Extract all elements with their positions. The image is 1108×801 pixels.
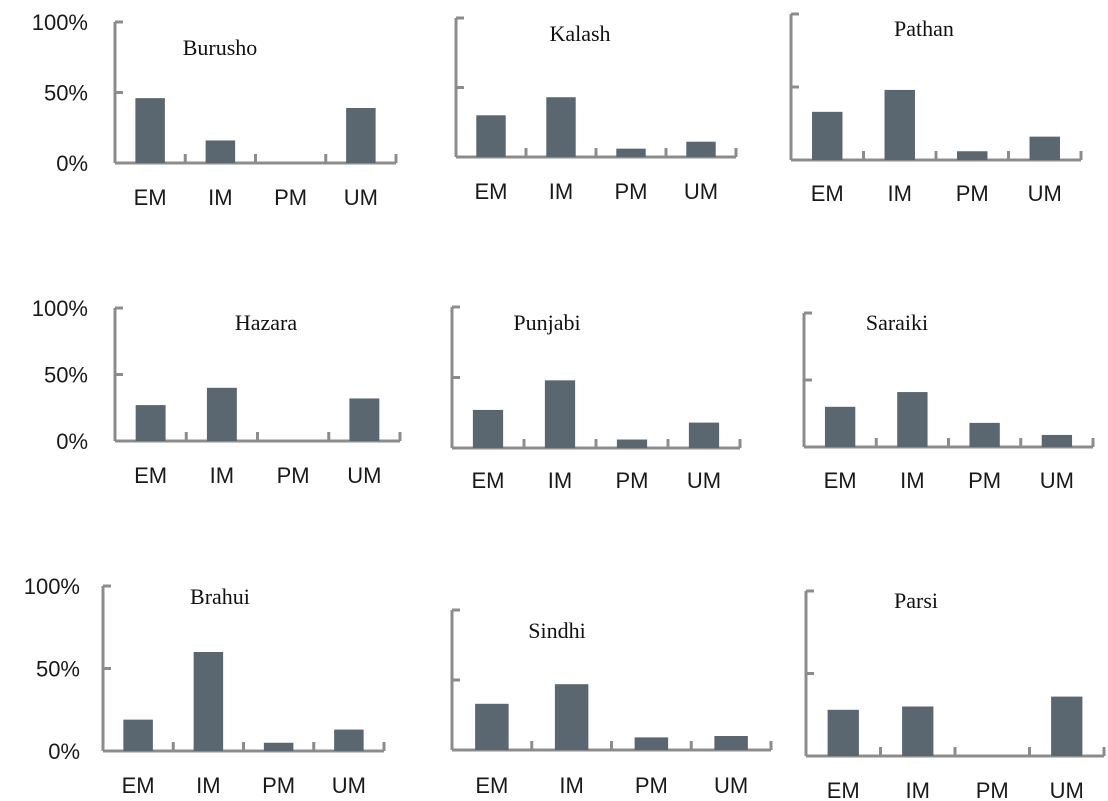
- bar-um: [688, 422, 720, 448]
- chart-panel-sindhi: EM IM PM UM Sindhi: [450, 608, 773, 798]
- x-tick-label: UM: [684, 179, 718, 204]
- bar-um: [1051, 696, 1083, 756]
- bar-pm: [969, 422, 1000, 447]
- chart-panel-pathan: EM IM PM UM Pathan: [789, 12, 1083, 206]
- x-tick-label: EM: [472, 468, 505, 493]
- chart-title: Pathan: [894, 16, 954, 41]
- y-tick-label: 100%: [24, 574, 80, 599]
- bar-im: [884, 89, 915, 160]
- x-tick-label: IM: [559, 773, 583, 798]
- x-tick-label: PM: [976, 778, 1009, 801]
- x-tick-label: IM: [548, 468, 572, 493]
- y-tick-label: 100%: [32, 10, 88, 35]
- x-tick-label: EM: [475, 773, 508, 798]
- bar-im: [206, 387, 237, 441]
- chart-title: Parsi: [894, 588, 938, 613]
- chart-panel-saraiki: EM IM PM UM Saraiki: [802, 310, 1095, 493]
- bar-em: [812, 111, 843, 160]
- x-tick-label: PM: [274, 185, 307, 210]
- y-tick-label: 100%: [32, 296, 88, 321]
- chart-panel-brahui: 100% 50% 0% EM IM PM UM Brahui: [24, 574, 386, 798]
- bar-um: [1029, 136, 1060, 160]
- bar-im: [544, 380, 576, 448]
- bar-im: [902, 706, 934, 756]
- x-tick-label: UM: [714, 773, 748, 798]
- bar-em: [824, 406, 856, 447]
- x-tick-label: PM: [968, 468, 1001, 493]
- bar-em: [472, 409, 504, 448]
- x-tick-label: PM: [277, 463, 310, 488]
- chart-panel-kalash: EM IM PM UM Kalash: [454, 16, 738, 204]
- bar-um: [686, 141, 716, 157]
- bar-um: [346, 108, 376, 163]
- x-tick-label: UM: [1028, 181, 1062, 206]
- x-tick-label: EM: [122, 773, 155, 798]
- bar-em: [475, 703, 509, 750]
- chart-title: Burusho: [183, 35, 258, 60]
- x-tick-label: UM: [1040, 468, 1074, 493]
- y-tick-label: 50%: [44, 81, 88, 106]
- chart-panel-burusho: 100% 50% 0% EM IM PM UM Burusho: [32, 10, 398, 210]
- bar-im: [897, 392, 928, 447]
- bar-im: [554, 684, 589, 750]
- chart-title: Saraiki: [866, 310, 928, 335]
- x-tick-label: IM: [900, 468, 924, 493]
- chart-title: Kalash: [549, 21, 610, 46]
- x-tick-label: EM: [134, 463, 167, 488]
- bar-pm: [957, 151, 988, 160]
- chart-title: Sindhi: [528, 618, 585, 643]
- x-tick-label: PM: [956, 181, 989, 206]
- bar-pm: [616, 148, 646, 157]
- x-tick-label: EM: [134, 185, 167, 210]
- bar-em: [135, 98, 165, 163]
- bar-um: [334, 729, 364, 751]
- x-tick-label: UM: [344, 185, 378, 210]
- x-tick-label: IM: [208, 185, 232, 210]
- x-tick-label: UM: [332, 773, 366, 798]
- x-tick-label: IM: [888, 181, 912, 206]
- x-tick-label: PM: [635, 773, 668, 798]
- bar-em: [476, 115, 506, 157]
- bar-pm: [634, 737, 669, 750]
- x-tick-label: EM: [475, 179, 508, 204]
- chart-panel-hazara: 100% 50% 0% EM IM PM UM Hazara: [32, 296, 402, 488]
- x-tick-label: IM: [210, 463, 234, 488]
- chart-panel-punjabi: EM IM PM UM Punjabi: [450, 305, 742, 493]
- x-tick-label: IM: [196, 773, 220, 798]
- y-tick-label: 0%: [48, 739, 80, 764]
- bar-im: [193, 652, 224, 751]
- x-tick-label: PM: [262, 773, 295, 798]
- bar-em: [135, 405, 166, 441]
- y-tick-label: 50%: [44, 363, 88, 388]
- x-tick-label: EM: [827, 778, 860, 801]
- x-tick-label: IM: [906, 778, 930, 801]
- chart-title: Hazara: [235, 310, 298, 335]
- x-tick-label: PM: [616, 468, 649, 493]
- bar-em: [827, 709, 859, 756]
- bar-pm: [263, 742, 294, 751]
- bar-im: [205, 140, 236, 163]
- x-tick-label: UM: [687, 468, 721, 493]
- chart-panel-parsi: EM IM PM UM Parsi: [804, 588, 1106, 801]
- x-tick-label: IM: [549, 179, 573, 204]
- bar-um: [714, 736, 748, 750]
- chart-title: Punjabi: [513, 310, 580, 335]
- x-tick-label: UM: [347, 463, 381, 488]
- x-tick-label: EM: [811, 181, 844, 206]
- y-tick-label: 50%: [36, 657, 80, 682]
- y-tick-label: 0%: [56, 151, 88, 176]
- bar-em: [123, 719, 153, 751]
- x-tick-label: PM: [615, 179, 648, 204]
- bar-im: [546, 97, 576, 157]
- chart-title: Brahui: [190, 584, 250, 609]
- bar-pm: [616, 439, 648, 448]
- y-tick-label: 0%: [56, 429, 88, 454]
- bar-um: [1041, 434, 1073, 447]
- bar-um: [349, 398, 380, 441]
- x-tick-label: UM: [1050, 778, 1084, 801]
- x-tick-label: EM: [824, 468, 857, 493]
